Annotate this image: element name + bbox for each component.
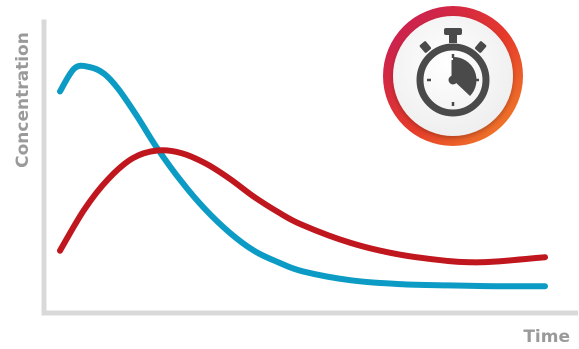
x-axis-label: Time	[523, 327, 570, 347]
stopwatch-badge	[383, 6, 523, 146]
series-line-2	[57, 147, 548, 266]
series-layer	[57, 62, 548, 290]
y-axis-label: Concentration	[13, 32, 33, 168]
stopwatch-icon	[416, 28, 490, 117]
series-line-1	[57, 62, 548, 290]
